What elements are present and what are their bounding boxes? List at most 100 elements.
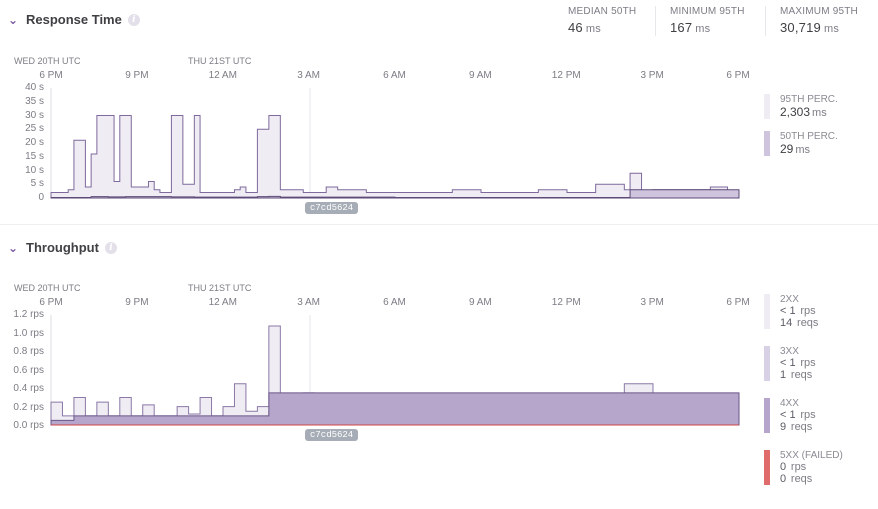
y-tick-label: 35 s — [25, 95, 44, 107]
chevron-down-icon[interactable]: ⌄ — [8, 240, 19, 255]
legend-4xx[interactable]: 4XX < 1 rps 9 reqs — [764, 398, 816, 433]
deploy-marker[interactable]: c7cd5624 — [305, 429, 359, 441]
day-label: THU 21ST UTC — [188, 56, 252, 66]
legend-rate-unit: rps — [800, 409, 816, 421]
series-area-95th-perc- — [50, 115, 740, 199]
hour-tick-label: 9 PM — [125, 70, 149, 81]
legend-label: 3XX — [780, 346, 799, 357]
throughput-chart[interactable] — [50, 315, 740, 429]
hour-tick-label: 12 AM — [208, 70, 237, 81]
hour-tick-label: 6 PM — [39, 70, 63, 81]
stat-median-50th: MEDIAN 50TH 46 ms — [568, 6, 636, 35]
series-area-50th-perc- — [50, 189, 740, 199]
y-tick-label: 1.0 rps — [13, 327, 44, 339]
stat-maximum-95th: MAXIMUM 95TH 30,719 ms — [780, 6, 858, 35]
legend-label: 5XX (FAILED) — [780, 450, 843, 461]
chevron-down-icon[interactable]: ⌄ — [8, 12, 19, 27]
hour-tick-label: 6 AM — [383, 297, 406, 308]
info-icon[interactable]: i — [104, 241, 117, 254]
day-label: WED 20TH UTC — [14, 56, 81, 66]
stat-divider — [655, 6, 656, 36]
hour-tick-label: 6 PM — [726, 70, 750, 81]
hour-tick-label: 12 PM — [551, 297, 581, 308]
legend-reqs-unit: reqs — [790, 421, 813, 433]
y-tick-label: 40 s — [25, 82, 44, 93]
section-divider — [0, 224, 878, 225]
legend-reqs-unit: reqs — [790, 369, 813, 381]
legend-reqs-unit: reqs — [797, 317, 819, 329]
response-time-chart[interactable] — [50, 88, 740, 202]
legend-label: 50TH PERC. — [780, 131, 838, 142]
y-tick-label: 30 s — [25, 109, 44, 121]
throughput-title: Throughput — [26, 240, 99, 255]
hour-tick-label: 3 PM — [640, 70, 664, 81]
y-tick-label: 10 s — [25, 164, 44, 176]
legend-reqs: 1 — [780, 369, 787, 381]
y-tick-label: 5 s — [30, 178, 44, 190]
legend-unit: ms — [795, 144, 811, 156]
stat-value: 30,719 — [780, 20, 821, 35]
legend-reqs: 0 — [780, 473, 787, 485]
y-tick-label: 0.4 rps — [13, 383, 44, 394]
legend-label: 95TH PERC. — [780, 94, 838, 105]
legend-rate-unit: rps — [800, 305, 816, 317]
response-time-header[interactable]: ⌄ Response Time i — [8, 12, 140, 27]
legend-50th[interactable]: 50TH PERC. 29 ms — [764, 131, 838, 156]
legend-unit: ms — [812, 107, 827, 119]
legend-5xx[interactable]: 5XX (FAILED) 0 rps 0 reqs — [764, 450, 843, 485]
legend-rate: 0 — [780, 461, 787, 473]
hour-tick-label: 3 AM — [297, 297, 321, 308]
y-tick-label: 0.8 rps — [13, 346, 44, 357]
stat-unit: ms — [823, 23, 840, 35]
hour-tick-label: 6 PM — [726, 297, 750, 308]
stat-label: MINIMUM 95TH — [670, 6, 745, 17]
hour-tick-label: 9 AM — [468, 297, 492, 308]
stat-divider — [765, 6, 766, 36]
series-area-4xx — [50, 392, 740, 426]
legend-value: 29 — [780, 142, 794, 156]
y-tick-label: 1.2 rps — [13, 309, 44, 320]
hour-tick-label: 9 AM — [468, 70, 492, 81]
day-label: WED 20TH UTC — [14, 283, 81, 293]
hour-tick-label: 6 AM — [383, 70, 406, 81]
legend-2xx[interactable]: 2XX < 1 rps 14 reqs — [764, 294, 818, 329]
legend-reqs: 14 — [780, 317, 793, 329]
legend-rate: < 1 — [780, 357, 796, 369]
stat-label: MEDIAN 50TH — [568, 6, 637, 17]
legend-95th[interactable]: 95TH PERC. 2,303 ms — [764, 94, 838, 119]
stat-unit: ms — [585, 23, 601, 35]
stat-value: 46 — [568, 20, 583, 35]
stat-unit: ms — [695, 23, 711, 35]
legend-rate: < 1 — [780, 409, 796, 421]
y-tick-label: 0 — [38, 192, 44, 203]
legend-value: 2,303 — [780, 105, 811, 119]
legend-rate: < 1 — [780, 305, 796, 317]
hour-tick-label: 3 PM — [640, 297, 664, 308]
info-icon[interactable]: i — [127, 13, 140, 26]
hour-tick-label: 12 PM — [551, 70, 581, 81]
y-tick-label: 15 s — [25, 150, 44, 162]
y-tick-label: 0.0 rps — [13, 420, 44, 431]
stat-value: 167 — [670, 20, 693, 35]
legend-label: 4XX — [780, 398, 799, 409]
legend-reqs-unit: reqs — [790, 473, 813, 485]
hour-tick-label: 12 AM — [208, 297, 237, 308]
hour-tick-label: 3 AM — [297, 70, 321, 81]
hour-tick-label: 6 PM — [39, 297, 63, 308]
y-tick-label: 0.2 rps — [13, 401, 44, 413]
y-tick-label: 20 s — [25, 137, 44, 148]
legend-rate-unit: rps — [790, 461, 807, 473]
legend-3xx[interactable]: 3XX < 1 rps 1 reqs — [764, 346, 816, 381]
deploy-marker[interactable]: c7cd5624 — [305, 202, 359, 214]
hour-tick-label: 9 PM — [125, 297, 149, 308]
day-label: THU 21ST UTC — [188, 283, 252, 293]
y-tick-label: 25 s — [25, 123, 44, 135]
stat-minimum-95th: MINIMUM 95TH 167 ms — [670, 6, 745, 35]
legend-rate-unit: rps — [800, 357, 816, 369]
legend-reqs: 9 — [780, 421, 787, 433]
throughput-header[interactable]: ⌄ Throughput i — [8, 240, 117, 255]
response-time-title: Response Time — [26, 12, 122, 27]
stat-label: MAXIMUM 95TH — [780, 6, 858, 17]
y-tick-label: 0.6 rps — [13, 364, 44, 376]
legend-label: 2XX — [780, 294, 799, 305]
